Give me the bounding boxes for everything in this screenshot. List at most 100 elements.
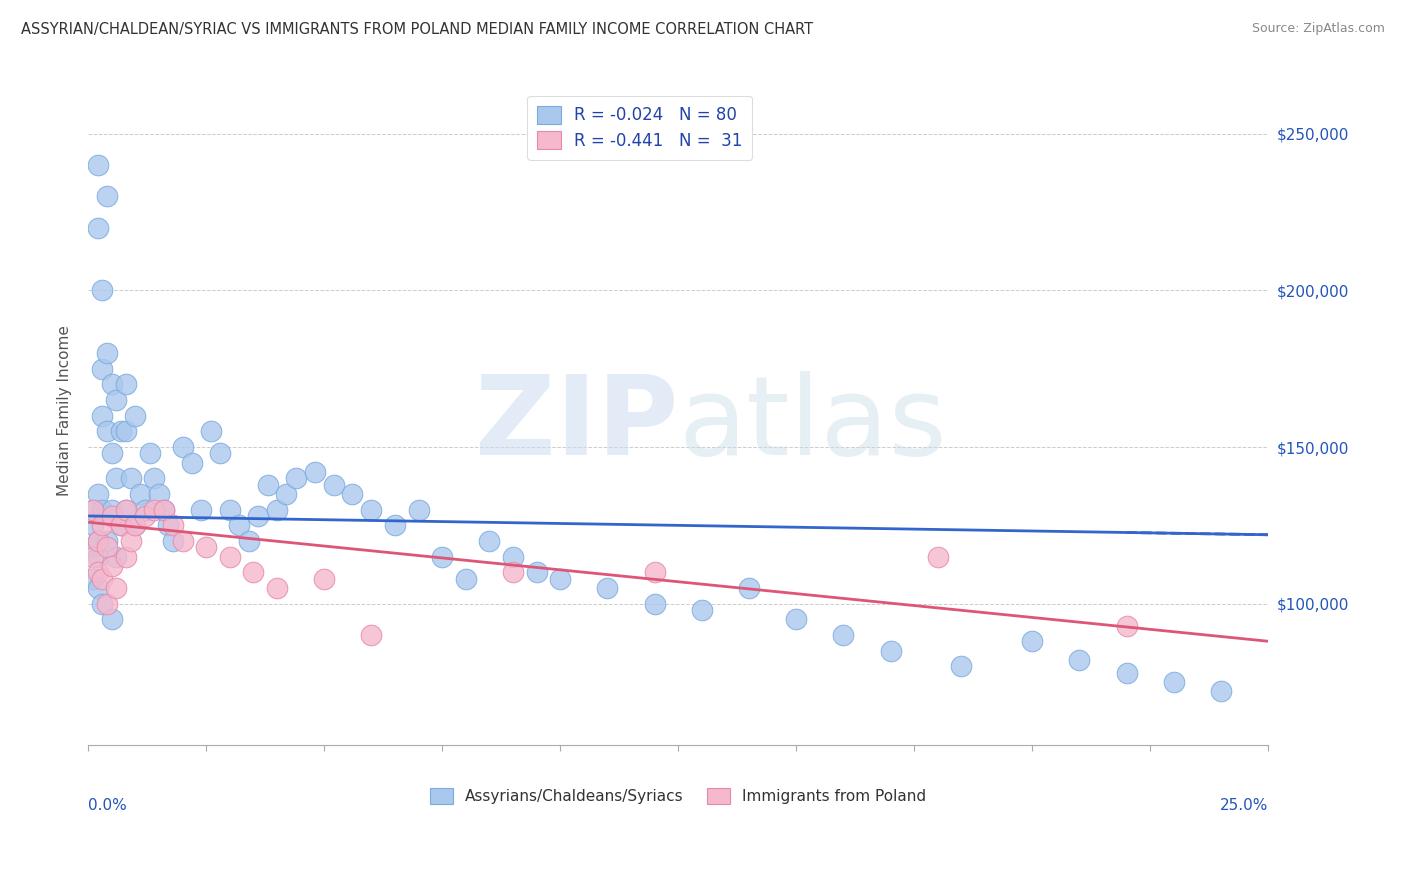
Point bbox=[143, 471, 166, 485]
Point bbox=[927, 549, 949, 564]
Point bbox=[162, 518, 184, 533]
Point bbox=[785, 612, 807, 626]
Point bbox=[342, 487, 364, 501]
Point bbox=[100, 446, 122, 460]
Point bbox=[110, 518, 132, 533]
Point bbox=[832, 628, 855, 642]
Point bbox=[91, 572, 114, 586]
Point bbox=[100, 559, 122, 574]
Point bbox=[879, 643, 901, 657]
Point bbox=[644, 566, 666, 580]
Point bbox=[1115, 665, 1137, 680]
Point bbox=[86, 534, 108, 549]
Point bbox=[82, 549, 104, 564]
Point bbox=[105, 393, 128, 408]
Point bbox=[209, 446, 232, 460]
Point bbox=[124, 518, 146, 533]
Point bbox=[502, 566, 524, 580]
Point bbox=[1021, 634, 1043, 648]
Point bbox=[100, 612, 122, 626]
Point bbox=[134, 502, 156, 516]
Point bbox=[134, 508, 156, 523]
Point bbox=[115, 425, 138, 439]
Point bbox=[120, 534, 142, 549]
Point bbox=[228, 518, 250, 533]
Point bbox=[430, 549, 453, 564]
Point bbox=[124, 518, 146, 533]
Point bbox=[190, 502, 212, 516]
Point bbox=[218, 549, 240, 564]
Point bbox=[105, 581, 128, 595]
Point bbox=[120, 471, 142, 485]
Point bbox=[548, 572, 571, 586]
Point bbox=[138, 446, 160, 460]
Text: 0.0%: 0.0% bbox=[89, 798, 127, 813]
Point bbox=[162, 534, 184, 549]
Point bbox=[91, 502, 114, 516]
Point bbox=[82, 572, 104, 586]
Point bbox=[454, 572, 477, 586]
Point bbox=[526, 566, 548, 580]
Point bbox=[148, 487, 170, 501]
Point bbox=[115, 502, 138, 516]
Point bbox=[478, 534, 501, 549]
Point bbox=[360, 502, 382, 516]
Point bbox=[86, 534, 108, 549]
Text: ASSYRIAN/CHALDEAN/SYRIAC VS IMMIGRANTS FROM POLAND MEDIAN FAMILY INCOME CORRELAT: ASSYRIAN/CHALDEAN/SYRIAC VS IMMIGRANTS F… bbox=[21, 22, 813, 37]
Point bbox=[247, 508, 270, 523]
Point bbox=[100, 508, 122, 523]
Point bbox=[738, 581, 761, 595]
Point bbox=[105, 471, 128, 485]
Text: Source: ZipAtlas.com: Source: ZipAtlas.com bbox=[1251, 22, 1385, 36]
Y-axis label: Median Family Income: Median Family Income bbox=[58, 326, 72, 497]
Point bbox=[129, 487, 152, 501]
Text: atlas: atlas bbox=[678, 371, 946, 478]
Point bbox=[284, 471, 307, 485]
Point bbox=[181, 456, 204, 470]
Point bbox=[96, 597, 118, 611]
Point bbox=[96, 425, 118, 439]
Point bbox=[1209, 684, 1232, 698]
Point bbox=[152, 502, 174, 516]
Point bbox=[360, 628, 382, 642]
Point bbox=[172, 534, 194, 549]
Point bbox=[195, 541, 218, 555]
Point bbox=[100, 377, 122, 392]
Point bbox=[82, 541, 104, 555]
Point bbox=[304, 465, 326, 479]
Point bbox=[596, 581, 619, 595]
Point bbox=[86, 581, 108, 595]
Point bbox=[124, 409, 146, 423]
Point bbox=[157, 518, 180, 533]
Point bbox=[950, 659, 973, 673]
Point bbox=[96, 346, 118, 360]
Point bbox=[218, 502, 240, 516]
Point bbox=[91, 284, 114, 298]
Point bbox=[1069, 653, 1091, 667]
Point bbox=[502, 549, 524, 564]
Point bbox=[82, 518, 104, 533]
Text: ZIP: ZIP bbox=[475, 371, 678, 478]
Point bbox=[238, 534, 260, 549]
Point bbox=[172, 440, 194, 454]
Point bbox=[115, 377, 138, 392]
Point bbox=[86, 158, 108, 172]
Point bbox=[276, 487, 298, 501]
Point bbox=[1115, 618, 1137, 632]
Point bbox=[86, 487, 108, 501]
Point bbox=[96, 541, 118, 555]
Point bbox=[91, 361, 114, 376]
Point bbox=[100, 502, 122, 516]
Point bbox=[322, 477, 344, 491]
Point bbox=[314, 572, 336, 586]
Text: 25.0%: 25.0% bbox=[1220, 798, 1268, 813]
Point bbox=[384, 518, 406, 533]
Point bbox=[1163, 675, 1185, 690]
Point bbox=[86, 549, 108, 564]
Point bbox=[82, 502, 104, 516]
Point bbox=[143, 502, 166, 516]
Point bbox=[266, 502, 288, 516]
Point bbox=[200, 425, 222, 439]
Point bbox=[115, 502, 138, 516]
Point bbox=[115, 549, 138, 564]
